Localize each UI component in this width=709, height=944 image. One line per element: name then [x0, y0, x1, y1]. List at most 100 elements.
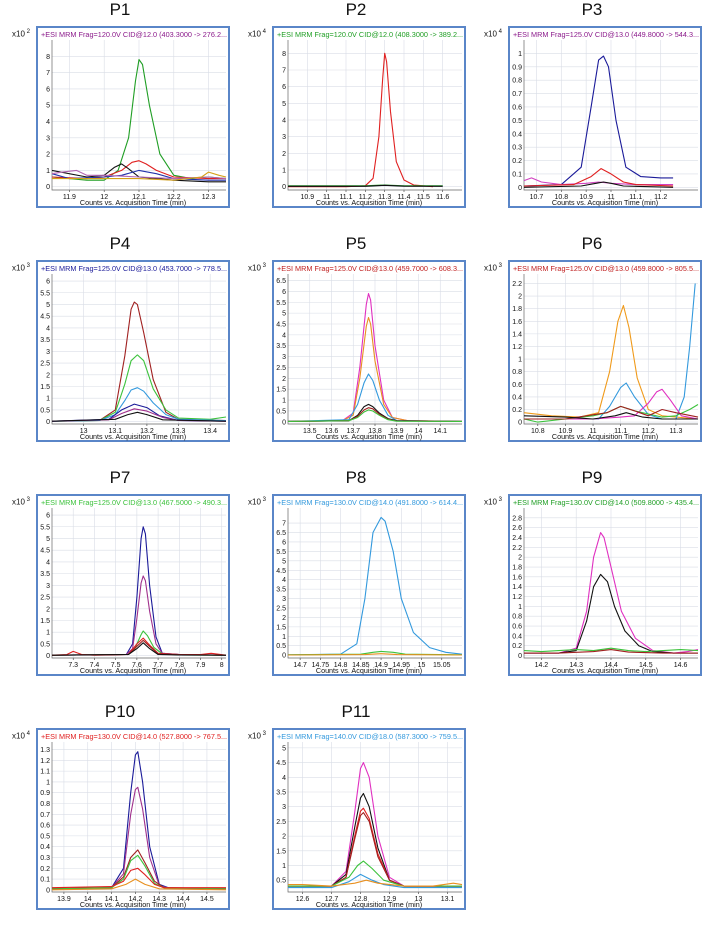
- y-tick-label: 2: [282, 615, 286, 622]
- y-tick-label: 1.2: [512, 344, 522, 351]
- x-axis-label: Counts vs. Acquisition Time (min): [79, 432, 187, 441]
- x-tick-label: 7.8: [174, 662, 184, 669]
- y-tick-label: 4.5: [40, 314, 50, 321]
- chart-header-label: +ESI MRM Frag=120.0V CID@12.0 (408.3000 …: [277, 30, 464, 39]
- y-tick-label: 0: [518, 420, 522, 427]
- y-tick-label: 2: [282, 151, 286, 158]
- y-tick-label: 6: [282, 289, 286, 296]
- x-tick-label: 7.7: [153, 662, 163, 669]
- x-tick-label: 14.8: [334, 662, 348, 669]
- y-tick-label: 1.5: [40, 384, 50, 391]
- x-tick-label: 12.9: [383, 896, 397, 903]
- x-tick-label: 7.5: [111, 662, 121, 669]
- plot-frame: x10 3 +ESI MRM Frag=130.0V CID@14.0 (509.…: [484, 494, 702, 676]
- x-tick-label: 13.1: [441, 896, 455, 903]
- y-multiplier: x10 3: [484, 497, 502, 507]
- y-tick-label: 2.5: [276, 365, 286, 372]
- x-tick-label: 11.3: [669, 428, 682, 435]
- y-tick-label: 5.5: [40, 524, 50, 531]
- y-tick-label: 0.9: [40, 790, 50, 797]
- y-tick-label: 0.7: [40, 812, 50, 819]
- y-multiplier: x10 4: [248, 29, 266, 39]
- x-tick-label: 13.1: [108, 428, 122, 435]
- x-tick-label: 13.4: [203, 428, 217, 435]
- chart-title: P9: [581, 468, 603, 487]
- chart-title: P6: [581, 234, 603, 253]
- y-tick-label: 0.5: [40, 407, 50, 414]
- y-tick-label: 0.8: [512, 369, 522, 376]
- axes: [287, 274, 462, 425]
- axes: [287, 742, 462, 893]
- x-axis-label: Counts vs. Acquisition Time (min): [315, 432, 423, 441]
- y-tick-label: 3: [46, 583, 50, 590]
- y-tick-label: 5.5: [276, 549, 286, 556]
- y-tick-label: 1: [282, 634, 286, 641]
- y-tick-label: 7: [282, 521, 286, 528]
- axes: [523, 40, 698, 191]
- x-tick-label: 14.4: [604, 662, 618, 669]
- y-tick-label: 0.1: [40, 877, 50, 884]
- chart-panel-p8: P8 x10 3 +ESI MRM Frag=130.0V CID@14.0 (49…: [245, 468, 467, 678]
- y-tick-label: 1.4: [512, 331, 522, 338]
- series-line-5: [288, 860, 462, 887]
- y-tick-label: 0.6: [512, 104, 522, 111]
- series-line-5: [524, 405, 699, 420]
- plot-frame: x10 2 +ESI MRM Frag=120.0V CID@12.0 (403.…: [12, 26, 230, 208]
- y-tick-label: 0.2: [512, 158, 522, 165]
- x-tick-label: 14.6: [674, 662, 688, 669]
- chart-panel-p5: P5 x10 3 +ESI MRM Frag=125.0V CID@13.0 (45…: [245, 234, 467, 444]
- y-tick-label: 3: [282, 354, 286, 361]
- series-line-6: [51, 411, 227, 422]
- x-tick-label: 11: [607, 194, 614, 201]
- x-tick-label: 11.2: [654, 194, 667, 201]
- y-tick-label: 0: [46, 887, 50, 894]
- y-multiplier: x10 3: [12, 263, 30, 273]
- y-tick-label: 5: [282, 745, 286, 752]
- x-tick-label: 14.95: [393, 662, 411, 669]
- y-tick-label: 1: [282, 168, 286, 175]
- y-tick-label: 3: [46, 135, 50, 142]
- y-tick-label: 3: [282, 596, 286, 603]
- y-tick-label: 4: [46, 119, 50, 126]
- x-tick-label: 11.3: [378, 194, 391, 201]
- series-line-4: [288, 812, 462, 887]
- x-tick-label: 10.8: [531, 428, 545, 435]
- x-tick-label: 11.6: [436, 194, 449, 201]
- y-tick-label: 2.8: [512, 515, 522, 522]
- chart-panel-p1: P1 x10 2 +ESI MRM Frag=120.0V CID@12.0 (40…: [9, 0, 231, 210]
- x-tick-label: 14.9: [374, 662, 388, 669]
- series-line-3: [524, 388, 699, 420]
- chart-header-label: +ESI MRM Frag=125.0V CID@13.0 (459.8000 …: [513, 264, 700, 273]
- series-line-2: [51, 786, 226, 890]
- series-line-3: [51, 163, 226, 183]
- y-tick-label: 1.1: [40, 769, 50, 776]
- y-tick-label: 5: [46, 103, 50, 110]
- y-tick-label: 7: [282, 68, 286, 75]
- y-tick-label: 0.8: [512, 78, 522, 85]
- y-tick-label: 0: [282, 653, 286, 660]
- axes: [51, 274, 226, 425]
- y-tick-label: 2: [282, 376, 286, 383]
- x-tick-label: 10.9: [559, 428, 573, 435]
- chart-header-label: +ESI MRM Frag=125.0V CID@13.0 (449.8000 …: [513, 30, 700, 39]
- series-line-4: [523, 181, 674, 188]
- axes: [523, 274, 698, 425]
- x-tick-label: 11.1: [629, 194, 642, 201]
- chart-header-label: +ESI MRM Frag=130.0V CID@14.0 (509.8000 …: [513, 498, 700, 507]
- y-tick-label: 3.5: [276, 790, 286, 797]
- x-tick-label: 13.5: [303, 428, 317, 435]
- x-tick-label: 11.4: [397, 194, 410, 201]
- x-axis-label: Counts vs. Acquisition Time (min): [315, 198, 423, 207]
- x-tick-label: 11.5: [417, 194, 430, 201]
- x-tick-label: 13.9: [57, 896, 71, 903]
- y-tick-label: 0.7: [512, 91, 522, 98]
- plot-frame: x10 4 +ESI MRM Frag=130.0V CID@14.0 (527.…: [12, 728, 230, 910]
- series-line-6: [287, 409, 463, 422]
- y-tick-label: 0.5: [276, 408, 286, 415]
- y-tick-label: 3.5: [276, 587, 286, 594]
- y-tick-label: 2.6: [512, 525, 522, 532]
- plot-frame: x10 3 +ESI MRM Frag=125.0V CID@13.0 (459.…: [248, 260, 466, 442]
- y-tick-label: 0.6: [512, 624, 522, 631]
- series-line-4: [51, 854, 227, 890]
- x-tick-label: 14.75: [312, 662, 330, 669]
